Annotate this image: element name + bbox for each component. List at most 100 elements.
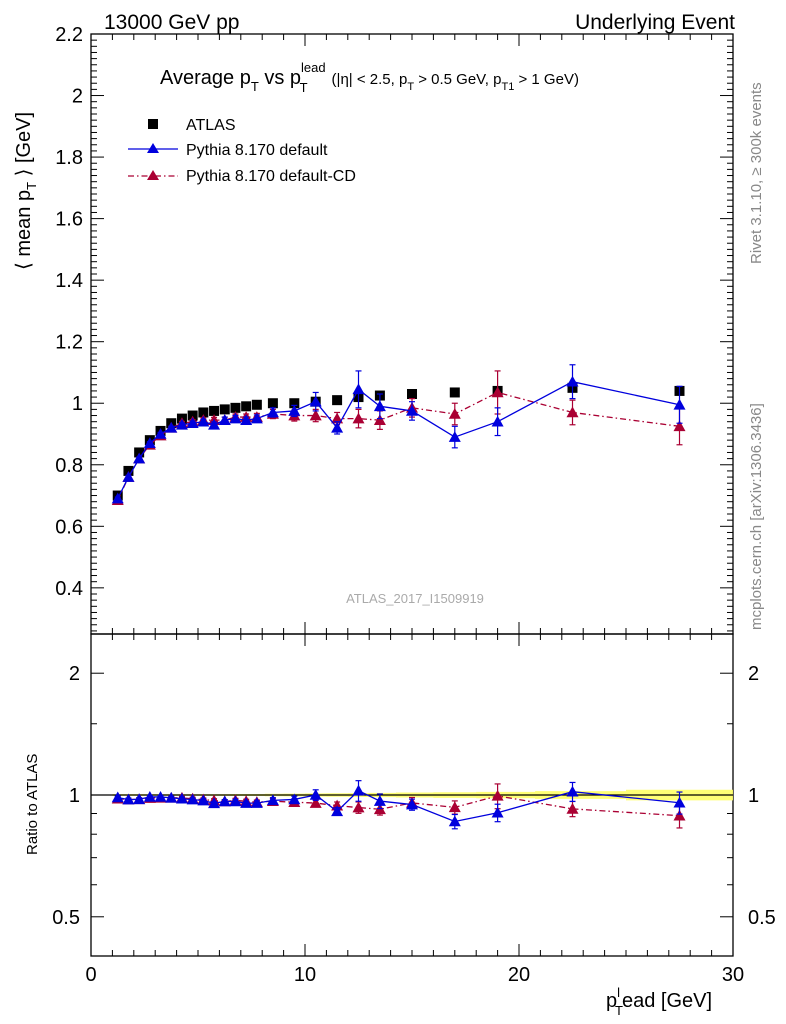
legend-label-cd: Pythia 8.170 default-CD xyxy=(186,168,356,185)
atlas-point xyxy=(230,402,241,413)
main-cd-point xyxy=(309,409,322,421)
main-y-tick-label: 1.4 xyxy=(55,270,83,292)
atlas-point xyxy=(267,398,278,409)
main-y-axis-label: ⟨ mean pT ⟩ [GeV] xyxy=(13,112,39,270)
atlas-point xyxy=(219,404,230,415)
ratio-y-tick-label-right: 2 xyxy=(748,663,759,685)
legend-label-atlas: ATLAS xyxy=(186,117,236,134)
ratio-default-point xyxy=(309,789,322,800)
main-default-point xyxy=(208,418,221,430)
atlas-point xyxy=(241,401,252,412)
main-y-tick-label: 1.2 xyxy=(55,332,83,354)
atlas-point xyxy=(209,405,220,416)
ratio-default-point xyxy=(566,785,579,797)
main-default-point xyxy=(175,418,188,430)
ratio-cd-point xyxy=(309,797,322,808)
main-default-point xyxy=(240,414,253,425)
main-default-point xyxy=(309,395,322,407)
main-cd-point xyxy=(352,412,365,424)
ratio-cd-point xyxy=(352,801,365,813)
main-default-point xyxy=(143,437,156,449)
main-default-point xyxy=(250,412,263,424)
main-cd-series xyxy=(111,370,686,505)
main-y-tick-label: 0.8 xyxy=(55,455,83,477)
header-left: 13000 GeV pp xyxy=(104,11,239,34)
ratio-default-point xyxy=(122,793,135,805)
atlas-point xyxy=(134,447,145,458)
ratio-y-tick-label-right: 0.5 xyxy=(748,907,776,929)
main-default-point xyxy=(218,414,231,425)
ratio-default-point xyxy=(175,792,188,804)
main-default-point xyxy=(673,398,686,410)
legend-label-default: Pythia 8.170 default xyxy=(186,142,328,159)
ratio-cd-point xyxy=(566,802,579,814)
plot-title: Average pT vs plead T (|η| < 2.5, pT > 0.5… xyxy=(160,60,579,95)
atlas-point xyxy=(289,398,300,409)
main-cd-point xyxy=(331,412,344,424)
main-default-point xyxy=(448,431,461,442)
main-default-point xyxy=(186,417,199,429)
main-y-tick-label: 1.8 xyxy=(55,147,83,169)
main-cd-point xyxy=(373,414,386,425)
ratio-default-point xyxy=(208,797,221,809)
main-default-point xyxy=(373,400,386,412)
ratio-default-point xyxy=(218,795,231,807)
main-y-tick-label: 1.6 xyxy=(55,209,83,231)
ratio-default-point xyxy=(197,794,210,806)
main-cd-point xyxy=(491,386,504,398)
atlas-point xyxy=(407,389,417,399)
ratio-y-tick-label-left: 2 xyxy=(69,663,80,685)
main-cd-point xyxy=(448,408,461,419)
main-default-point xyxy=(122,471,135,482)
atlas-point xyxy=(123,465,134,476)
ratio-y-tick-label-left: 0.5 xyxy=(52,907,80,929)
ratio-default-point xyxy=(111,791,124,803)
ratio-default-point xyxy=(406,798,418,810)
main-default-point xyxy=(331,421,344,433)
main-default-point xyxy=(111,492,124,504)
main-default-line xyxy=(117,381,680,499)
ratio-cd-point xyxy=(491,789,504,801)
x-tick-label: 0 xyxy=(85,964,96,986)
ratio-default-series xyxy=(111,780,686,830)
main-default-point xyxy=(154,428,167,439)
ratio-default-point xyxy=(240,797,253,808)
ratio-y-axis-label: Ratio to ATLAS xyxy=(24,754,41,855)
main-cd-point xyxy=(566,406,579,418)
x-tick-label: 10 xyxy=(294,964,316,986)
atlas-point xyxy=(198,407,209,418)
ratio-default-point xyxy=(673,796,686,808)
ratio-cd-point xyxy=(448,801,461,813)
atlas-point xyxy=(251,399,262,410)
main-default-point xyxy=(288,404,301,416)
main-default-point xyxy=(406,404,418,416)
main-y-tick-label: 2 xyxy=(72,86,83,108)
header-right: Underlying Event xyxy=(575,11,735,34)
x-tick-label: 30 xyxy=(722,964,744,986)
atlas-point xyxy=(187,410,198,421)
analysis-watermark: ATLAS_2017_I1509919 xyxy=(346,591,484,606)
main-default-point xyxy=(133,452,146,464)
main-y-tick-label: 0.6 xyxy=(55,516,83,538)
ratio-default-point xyxy=(331,805,344,817)
ratio-default-point xyxy=(229,795,242,807)
ratio-default-point xyxy=(288,793,301,805)
data-series xyxy=(111,364,686,830)
ratio-y-tick-label-right: 1 xyxy=(748,785,759,807)
ratio-default-point xyxy=(186,793,199,805)
ratio-default-point xyxy=(448,815,461,827)
ratio-default-point xyxy=(250,797,263,808)
main-default-point xyxy=(491,415,504,427)
main-cd-point xyxy=(673,420,686,432)
ratio-default-point xyxy=(352,784,365,796)
ratio-default-point xyxy=(143,790,156,802)
tick-labels: 0 10 20 30 0.4 0.6 0.8 1 1.2 1.4 1.6 1.8 2 2.2 0.5 0.5 1… xyxy=(52,24,776,986)
legend-marker-default xyxy=(147,143,159,153)
legend: ATLAS Pythia 8.170 default Pythia 8.170 … xyxy=(128,117,356,185)
ratio-default-point xyxy=(133,793,146,805)
ratio-cd-point xyxy=(673,809,686,821)
ratio-default-point xyxy=(154,790,167,802)
x-axis-label: pl Tead [GeV] xyxy=(606,985,712,1018)
ratio-default-point xyxy=(373,795,386,806)
